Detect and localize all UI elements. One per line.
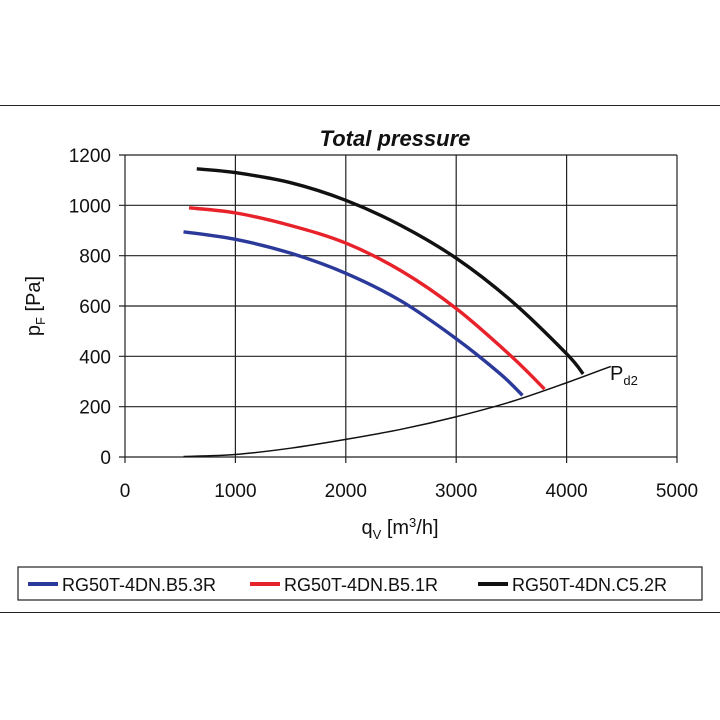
y-axis-label: pF [Pa] (23, 276, 48, 336)
y-tick-label: 800 (79, 247, 111, 268)
x-tick-label: 0 (120, 481, 131, 502)
x-tick-label: 5000 (656, 481, 698, 502)
x-tick-label: 1000 (214, 481, 256, 502)
legend-box (17, 566, 703, 601)
y-tick-label: 400 (79, 347, 111, 368)
legend: RG50T-4DN.B5.3R RG50T-4DN.B5.1R RG50T-4DN.… (28, 575, 667, 595)
x-tick-label: 3000 (435, 481, 477, 502)
legend-label-2: RG50T-4DN.B5.1R (284, 575, 438, 595)
chart-title: Total pressure (320, 126, 471, 151)
curves (183, 167, 612, 458)
y-tick-label: 0 (100, 448, 111, 469)
x-axis-label: qV [m3/h] (361, 515, 438, 542)
y-tick-label: 1000 (69, 196, 111, 217)
y-tick-label: 1200 (69, 146, 111, 167)
y-tick-label: 600 (79, 297, 111, 318)
x-tick-label: 2000 (325, 481, 367, 502)
x-tick-label: 4000 (545, 481, 587, 502)
pd2-curve (183, 365, 612, 458)
series-line-3 (196, 167, 585, 376)
chart-frame (0, 105, 720, 613)
series-line-2 (188, 206, 546, 391)
pd2-label: Pd2 (610, 363, 638, 388)
tick-labels: 0 1000 2000 3000 4000 5000 0 200 400 600 800 1000 12… (69, 146, 698, 502)
legend-label-1: RG50T-4DN.B5.3R (62, 575, 216, 595)
legend-label-3: RG50T-4DN.C5.2R (512, 575, 667, 595)
y-tick-label: 200 (79, 398, 111, 419)
series-line-1 (183, 230, 524, 397)
grid (119, 154, 678, 463)
